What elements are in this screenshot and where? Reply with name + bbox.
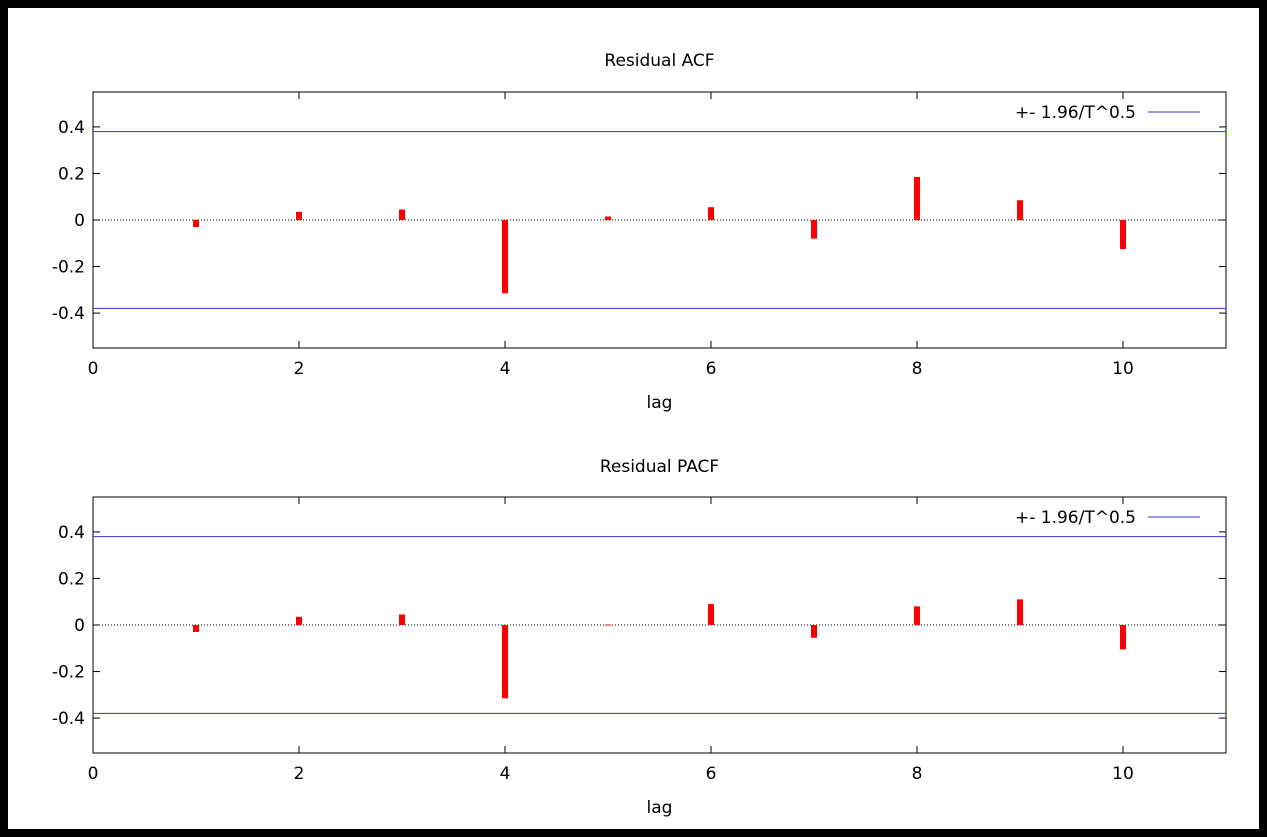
bar-lag-7 bbox=[811, 220, 817, 239]
bar-lag-7 bbox=[811, 625, 817, 638]
y-tick-label: -0.4 bbox=[52, 304, 85, 324]
bar-lag-3 bbox=[399, 209, 405, 220]
x-tick-label: 4 bbox=[500, 359, 511, 379]
chart-title: Residual PACF bbox=[600, 457, 719, 477]
x-tick-label: 0 bbox=[88, 359, 99, 379]
legend-label: +- 1.96/T^0.5 bbox=[1015, 508, 1136, 528]
chart-panel-2 bbox=[92, 496, 1227, 754]
bar-lag-10 bbox=[1120, 625, 1126, 650]
bar-lag-6 bbox=[708, 604, 714, 625]
x-tick-label: 6 bbox=[706, 764, 717, 784]
y-tick-label: -0.2 bbox=[52, 258, 85, 278]
y-tick-label: 0.2 bbox=[58, 164, 85, 184]
bar-lag-2 bbox=[296, 616, 302, 625]
bar-lag-10 bbox=[1120, 220, 1126, 250]
bar-lag-4 bbox=[502, 220, 508, 294]
y-tick-label: 0.4 bbox=[58, 118, 85, 138]
x-tick-label: 10 bbox=[1112, 359, 1134, 379]
charts-canvas: Residual ACF 0.4 0.2 0 -0.2 -0.4 0 2 4 6 8 10 lag +- … bbox=[52, 51, 1227, 818]
x-tick-label: 2 bbox=[294, 359, 305, 379]
legend-label: +- 1.96/T^0.5 bbox=[1015, 103, 1136, 123]
chart-panel-1 bbox=[92, 91, 1227, 349]
y-tick-label: 0 bbox=[74, 211, 85, 231]
y-tick-label: -0.4 bbox=[52, 709, 85, 729]
bar-lag-3 bbox=[399, 614, 405, 625]
bar-lag-1 bbox=[193, 220, 199, 227]
bar-lag-9 bbox=[1017, 200, 1023, 220]
y-tick-label: -0.2 bbox=[52, 663, 85, 683]
bar-lag-5 bbox=[605, 624, 611, 626]
bar-lag-4 bbox=[502, 625, 508, 699]
y-tick-label: 0 bbox=[74, 616, 85, 636]
bar-lag-9 bbox=[1017, 599, 1023, 625]
bar-lag-8 bbox=[914, 606, 920, 625]
x-tick-label: 6 bbox=[706, 359, 717, 379]
y-tick-label: 0.4 bbox=[58, 523, 85, 543]
x-axis-label: lag bbox=[647, 393, 673, 413]
x-tick-label: 4 bbox=[500, 764, 511, 784]
x-tick-label: 2 bbox=[294, 764, 305, 784]
bar-lag-6 bbox=[708, 207, 714, 220]
x-tick-label: 8 bbox=[912, 764, 923, 784]
x-tick-label: 0 bbox=[88, 764, 99, 784]
bar-lag-5 bbox=[605, 216, 611, 220]
bar-lag-1 bbox=[193, 625, 199, 632]
bar-lag-8 bbox=[914, 176, 920, 220]
chart-title: Residual ACF bbox=[604, 51, 714, 71]
x-axis-label: lag bbox=[647, 798, 673, 818]
x-tick-label: 10 bbox=[1112, 764, 1134, 784]
x-tick-label: 8 bbox=[912, 359, 923, 379]
figure-frame: Residual ACF 0.4 0.2 0 -0.2 -0.4 0 2 4 6 8 10 lag +- … bbox=[8, 8, 1259, 829]
bar-lag-2 bbox=[296, 211, 302, 220]
y-tick-label: 0.2 bbox=[58, 569, 85, 589]
